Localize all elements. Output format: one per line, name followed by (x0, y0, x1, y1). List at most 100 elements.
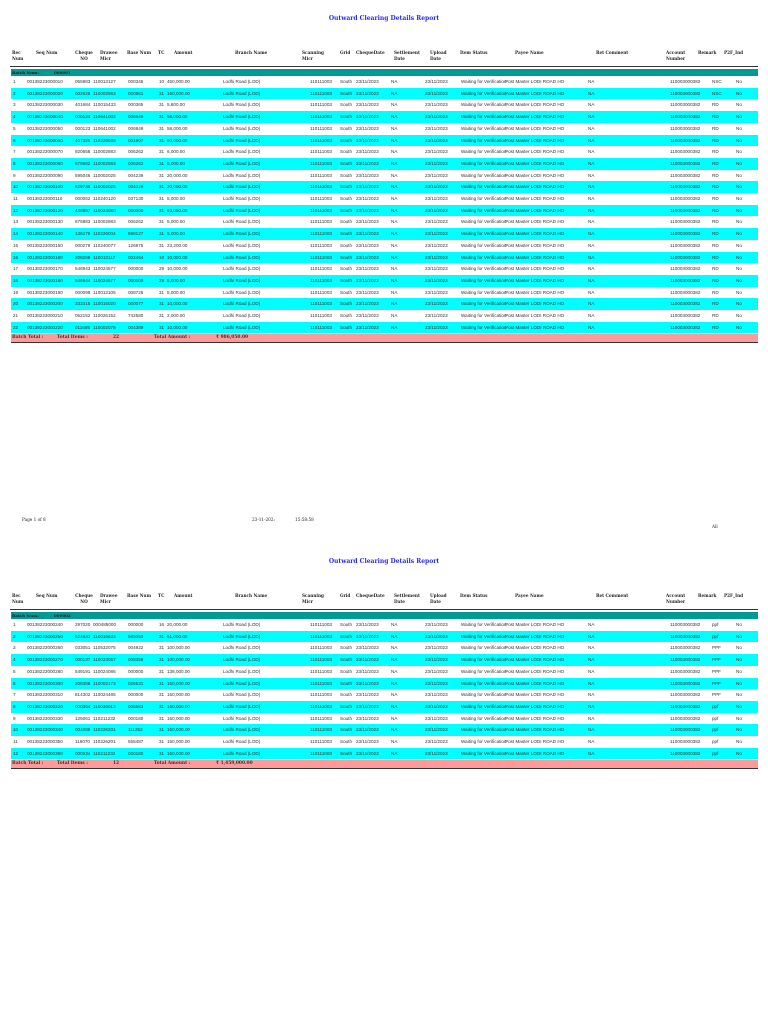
upload-date-cell: 23/11/2023 (425, 622, 448, 627)
cheque-date-cell: 23/11/2023 (356, 313, 379, 318)
table-row: 13 00138223000130 676883 110002883 006262 31 5… (11, 216, 758, 228)
amount-cell: 51,000.00 (167, 633, 188, 639)
remark-cell: PPF (712, 657, 721, 663)
payee-name-cell: Post Master LODI ROAD HO (505, 160, 565, 166)
cheque-no-cell: 011685 (75, 324, 90, 330)
batch-total-label: Batch Total : (12, 761, 44, 766)
drawee-micr-cell: 110002173 (93, 680, 116, 686)
payee-name-cell: Post Master LODI ROAD HO (505, 137, 565, 143)
settlement-date-cell: NA (391, 289, 398, 295)
grid-cell: South (340, 219, 353, 225)
tc-cell: 31 (159, 301, 165, 307)
cheque-no-cell: 297020 (75, 622, 91, 627)
seq-num-cell: 00138223000210 (27, 313, 63, 318)
item-status-cell: Waiting for Verification (461, 254, 507, 260)
p2f-ind-cell: No (736, 703, 742, 709)
table-row: 6 00138223000060 407328 110229039 001907 31 60… (11, 134, 758, 147)
base-num-cell: 000180 (128, 750, 144, 756)
branch-name-cell: Lodhi Road (LOD) (223, 196, 261, 201)
settlement-date-cell: NA (391, 231, 398, 237)
upload-date-cell: 23/11/2023 (425, 692, 448, 698)
amount-cell: 150,000.00 (167, 739, 190, 744)
amount-cell: 100,000.00 (167, 645, 190, 651)
rec-num-cell: 4 (13, 114, 16, 120)
col-account-number: Account Number (666, 593, 686, 604)
p2f-ind-cell: No (736, 219, 742, 225)
amount-cell: 20,000.00 (167, 622, 188, 627)
item-status-cell: Waiting for Verification (461, 90, 507, 96)
seq-num-cell: 00138223000360 (27, 750, 63, 756)
remark-cell: RD (712, 196, 719, 201)
tc-cell: 31 (159, 242, 165, 248)
ret-comment-cell: NA (588, 90, 595, 96)
base-num-cell: 000180 (128, 715, 144, 721)
grid-cell: South (340, 645, 353, 651)
ret-comment-cell: NA (588, 196, 595, 201)
amount-cell: 10,000.00 (167, 324, 188, 330)
drawee-micr-cell: 110240120 (93, 196, 116, 201)
payee-name-cell: Post Master LODI ROAD HO (505, 219, 565, 225)
p2f-ind-cell: No (736, 313, 742, 318)
batch-header: Batch Num: 000002 (11, 612, 758, 619)
scanning-micr-cell: 110111003 (310, 79, 332, 84)
account-number-cell: 110003000382 (670, 727, 701, 733)
tc-cell: 31 (159, 715, 165, 721)
branch-name-cell: Lodhi Road (LOD) (223, 207, 261, 213)
amount-cell: 5,000.00 (167, 231, 185, 237)
drawee-micr-cell: 110024577 (93, 266, 116, 272)
drawee-micr-cell: 110641002 (93, 114, 116, 120)
scanning-micr-cell: 110111003 (310, 313, 332, 318)
cheque-date-cell: 23/11/2023 (356, 692, 379, 698)
seq-num-cell: 00138223000080 (27, 160, 63, 166)
upload-date-cell: 23/11/2023 (425, 254, 448, 260)
base-num-cell: 000000 (128, 207, 144, 213)
grid-cell: South (340, 715, 353, 721)
p2f-ind-cell: No (736, 172, 742, 178)
item-status-cell: Waiting for Verification (461, 242, 507, 248)
ret-comment-cell: NA (588, 668, 595, 674)
seq-num-cell: 00138223000280 (27, 668, 63, 674)
scanning-micr-cell: 110111003 (310, 266, 332, 272)
account-number-cell: 110003000382 (670, 207, 701, 213)
seq-num-cell: 00138223000300 (27, 680, 63, 686)
cheque-no-cell: 004089 (75, 727, 91, 733)
branch-name-cell: Lodhi Road (LOD) (223, 680, 261, 686)
account-number-cell: 110003000382 (670, 242, 701, 248)
amount-cell: 150,000.00 (167, 750, 190, 756)
cheque-no-cell: 000124 (75, 114, 91, 120)
drawee-micr-cell: 110002883 (93, 160, 116, 166)
ret-comment-cell: NA (588, 79, 595, 84)
base-num-cell: 000000 (128, 266, 144, 272)
scanning-micr-cell: 110111003 (310, 750, 332, 756)
rec-num-cell: 1 (13, 79, 16, 84)
cheque-date-cell: 23/11/2023 (356, 160, 379, 166)
account-number-cell: 110003000382 (670, 289, 701, 295)
scanning-micr-cell: 110111003 (310, 645, 332, 651)
drawee-micr-cell: 110013127 (93, 79, 116, 84)
table-row: 8 00138223000320 000354 110036013 005583 31 15… (11, 700, 758, 713)
table-row: 15 00138223000150 000278 110240077 126875 31 2… (11, 240, 758, 252)
tc-cell: 31 (159, 231, 165, 237)
rec-num-cell: 12 (13, 207, 19, 213)
amount-cell: 5,000.00 (167, 196, 185, 201)
p2f-ind-cell: No (736, 739, 742, 744)
amount-cell: 100,000.00 (167, 657, 190, 663)
col-account-number: Account Number (666, 50, 686, 61)
ret-comment-cell: NA (588, 219, 595, 225)
settlement-date-cell: NA (391, 184, 398, 190)
rec-num-cell: 9 (13, 715, 16, 721)
cheque-no-cell: 000137 (75, 657, 91, 663)
payee-name-cell: Post Master LODI ROAD HO (505, 668, 565, 674)
drawee-micr-cell: 110002025 (93, 172, 116, 178)
settlement-date-cell: NA (391, 645, 398, 651)
col-chequedate: ChequeDate (356, 593, 385, 598)
batch-header: Batch Num: 000001 (11, 69, 758, 76)
col-p2f-ind: P2F_Ind (724, 593, 744, 598)
item-status-cell: Waiting for Verification (461, 692, 507, 698)
table-row: 10 00138223000340 004089 110226201 111252 31 1… (11, 724, 758, 736)
ret-comment-cell: NA (588, 231, 595, 237)
tc-cell: 10 (159, 254, 165, 260)
remark-cell: RD (712, 254, 719, 260)
base-num-cell: 037130 (128, 196, 144, 201)
table-row: 7 00138223000310 814302 110024465 000000 31 15… (11, 689, 758, 701)
